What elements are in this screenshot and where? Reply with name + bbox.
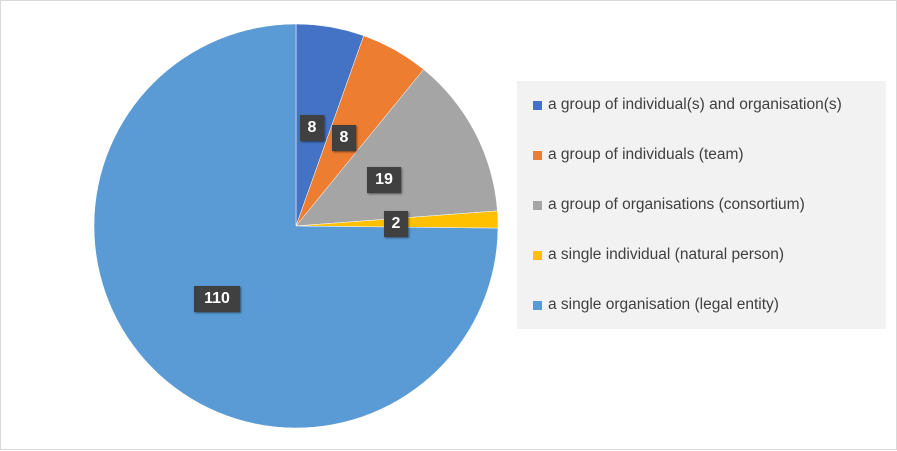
data-label-consortium: 19 <box>367 167 401 193</box>
data-label-legal-entity: 110 <box>194 286 240 312</box>
legend: a group of individual(s) and organisatio… <box>517 81 886 329</box>
data-label-natural-person: 2 <box>384 211 408 237</box>
legend-label: a single organisation (legal entity) <box>548 296 779 313</box>
legend-item: a group of organisations (consortium) <box>533 195 805 215</box>
legend-label: a group of individual(s) and organisatio… <box>548 96 842 113</box>
legend-label: a group of organisations (consortium) <box>548 196 805 213</box>
legend-item: a single individual (natural person) <box>533 245 784 265</box>
legend-label: a group of individuals (team) <box>548 146 744 163</box>
legend-swatch <box>533 250 542 260</box>
legend-label: a single individual (natural person) <box>548 246 785 263</box>
data-label-team: 8 <box>332 125 356 151</box>
legend-item: a group of individual(s) and organisatio… <box>533 95 842 115</box>
pie-slice-2 <box>295 69 498 227</box>
pie-slice-4 <box>93 23 499 429</box>
legend-swatch <box>533 150 542 160</box>
legend-swatch <box>533 100 542 110</box>
legend-swatch <box>533 200 542 210</box>
legend-swatch <box>533 300 542 310</box>
legend-item: a single organisation (legal entity) <box>533 295 779 315</box>
legend-item: a group of individuals (team) <box>533 145 744 165</box>
data-label-group-mixed: 8 <box>300 115 324 141</box>
